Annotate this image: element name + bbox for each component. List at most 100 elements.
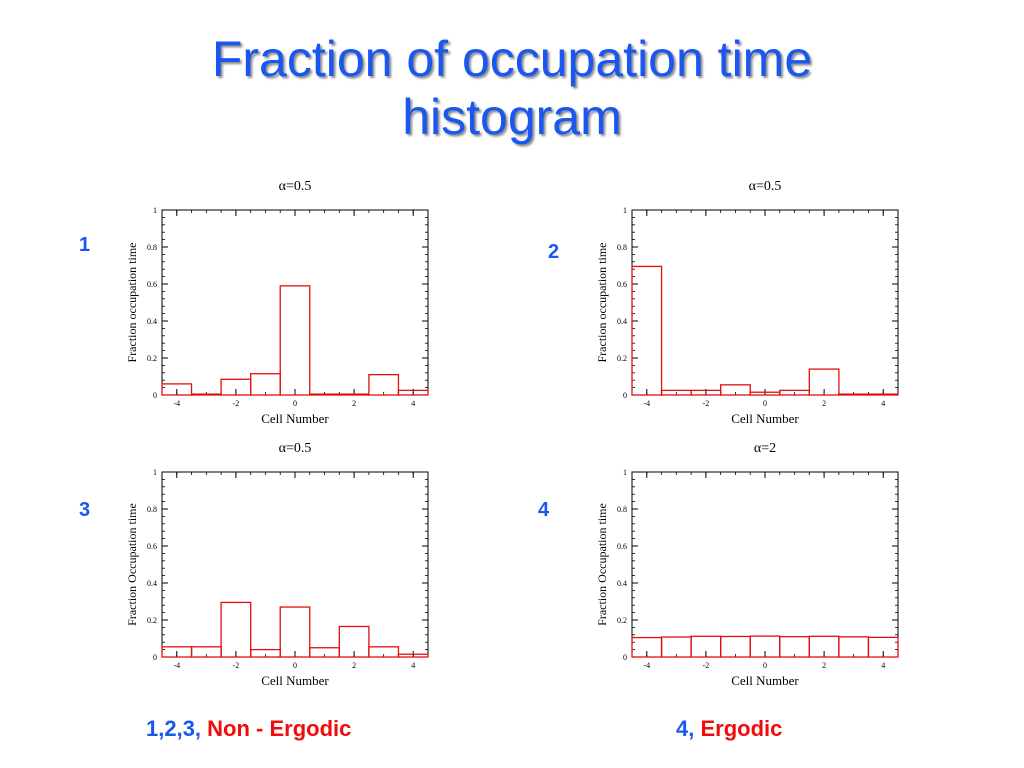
histogram-chart-3: α=0.5 0 0.2 0.4 0.6 0.8 1 -4 -2 0 2 4 Cell Number Fra… bbox=[110, 434, 450, 696]
x-tick-label: 4 bbox=[411, 661, 415, 670]
x-tick-label: 0 bbox=[763, 661, 767, 670]
x-tick-label: -2 bbox=[233, 399, 240, 408]
slide-title: Fraction of occupation time histogram bbox=[0, 30, 1024, 146]
y-tick-label: 0.6 bbox=[617, 542, 627, 551]
histogram-chart-2: α=0.5 0 0.2 0.4 0.6 0.8 1 -4 -2 0 2 4 Cell Number Fra… bbox=[580, 172, 920, 434]
histogram-bar bbox=[161, 383, 193, 396]
histogram-bar bbox=[838, 636, 870, 658]
plot-frame bbox=[161, 209, 429, 396]
y-tick-label: 0.8 bbox=[147, 505, 157, 514]
y-tick-label: 0 bbox=[623, 653, 627, 662]
x-tick-label: -4 bbox=[173, 399, 180, 408]
x-axis-label: Cell Number bbox=[731, 411, 799, 426]
x-tick-label: 2 bbox=[822, 661, 826, 670]
chart-svg: α=0.5 0 0.2 0.4 0.6 0.8 1 -4 -2 0 2 4 Cell Number Fra… bbox=[595, 179, 899, 426]
histogram-bar bbox=[190, 393, 222, 396]
y-tick-label: 1 bbox=[623, 206, 627, 215]
y-tick-label: 0.2 bbox=[617, 354, 627, 363]
x-axis-label: Cell Number bbox=[261, 411, 329, 426]
x-tick-label: 0 bbox=[293, 399, 297, 408]
caption-ergodic: 4, Ergodic bbox=[676, 716, 782, 742]
histogram-bar bbox=[250, 373, 281, 396]
y-tick-label: 0 bbox=[153, 653, 157, 662]
caption-left-label: Non - Ergodic bbox=[207, 716, 352, 741]
y-tick-label: 1 bbox=[623, 468, 627, 477]
chart-title: α=2 bbox=[754, 441, 776, 456]
y-axis-label: Fraction occupation time bbox=[125, 243, 139, 363]
x-tick-label: -4 bbox=[643, 661, 650, 670]
histogram-bar bbox=[631, 265, 663, 396]
histogram-bar bbox=[309, 393, 340, 396]
histogram-bar bbox=[808, 368, 840, 396]
plot-frame bbox=[631, 209, 899, 396]
histogram-bar bbox=[368, 373, 400, 396]
x-axis-label: Cell Number bbox=[261, 673, 329, 688]
x-tick-label: 0 bbox=[763, 399, 767, 408]
y-tick-label: 0.6 bbox=[617, 280, 627, 289]
y-axis-label: Fraction occupation time bbox=[595, 243, 609, 363]
chart-svg: α=2 0 0.2 0.4 0.6 0.8 1 -4 -2 0 2 4 Cell Number Fract… bbox=[595, 441, 899, 688]
y-tick-label: 0.4 bbox=[147, 579, 157, 588]
x-axis-label: Cell Number bbox=[731, 673, 799, 688]
y-tick-label: 0.6 bbox=[147, 542, 157, 551]
y-tick-label: 0 bbox=[153, 391, 157, 400]
x-tick-label: -2 bbox=[703, 399, 710, 408]
y-tick-label: 1 bbox=[153, 206, 157, 215]
plot-frame bbox=[631, 471, 899, 658]
y-tick-label: 0.2 bbox=[617, 616, 627, 625]
histogram-bar bbox=[867, 393, 899, 396]
x-tick-label: 2 bbox=[352, 661, 356, 670]
panel-number-2: 2 bbox=[548, 241, 560, 263]
histogram-bar bbox=[838, 393, 870, 396]
y-tick-label: 0.4 bbox=[617, 579, 627, 588]
x-tick-label: -2 bbox=[703, 661, 710, 670]
x-tick-label: 4 bbox=[881, 661, 885, 670]
x-tick-label: 4 bbox=[881, 399, 885, 408]
chart-title: α=0.5 bbox=[749, 179, 782, 194]
panel-number-3: 3 bbox=[79, 499, 91, 521]
histogram-bar bbox=[368, 646, 400, 658]
y-tick-label: 0.4 bbox=[617, 317, 627, 326]
y-tick-label: 1 bbox=[153, 468, 157, 477]
panel-number-4: 4 bbox=[538, 499, 550, 521]
chart-title: α=0.5 bbox=[279, 179, 312, 194]
chart-svg: α=0.5 0 0.2 0.4 0.6 0.8 1 -4 -2 0 2 4 Cell Number Fra… bbox=[125, 179, 429, 426]
y-tick-label: 0.6 bbox=[147, 280, 157, 289]
histogram-bar bbox=[720, 384, 751, 396]
histogram-bar bbox=[220, 601, 252, 658]
x-tick-label: -2 bbox=[233, 661, 240, 670]
caption-right-label: Ergodic bbox=[700, 716, 783, 741]
y-tick-label: 0.8 bbox=[617, 243, 627, 252]
x-tick-label: 2 bbox=[352, 399, 356, 408]
histogram-bar bbox=[338, 625, 370, 658]
histogram-bar bbox=[397, 653, 429, 658]
y-tick-label: 0.4 bbox=[147, 317, 157, 326]
chart-svg: α=0.5 0 0.2 0.4 0.6 0.8 1 -4 -2 0 2 4 Cell Number Fra… bbox=[125, 441, 429, 688]
y-tick-label: 0.2 bbox=[147, 354, 157, 363]
y-tick-label: 0.8 bbox=[617, 505, 627, 514]
y-axis-label: Fraction Occupation time bbox=[595, 503, 609, 626]
histogram-chart-1: α=0.5 0 0.2 0.4 0.6 0.8 1 -4 -2 0 2 4 Cell Number Fra… bbox=[110, 172, 450, 434]
histogram-chart-4: α=2 0 0.2 0.4 0.6 0.8 1 -4 -2 0 2 4 Cell Number Fract… bbox=[580, 434, 920, 696]
x-tick-label: -4 bbox=[173, 661, 180, 670]
y-tick-label: 0.2 bbox=[147, 616, 157, 625]
y-axis-label: Fraction Occupation time bbox=[125, 503, 139, 626]
x-tick-label: 2 bbox=[822, 399, 826, 408]
histogram-bar bbox=[867, 636, 899, 658]
slide-title-line-2: histogram bbox=[402, 89, 622, 145]
caption-left-prefix: 1,2,3, bbox=[146, 716, 202, 741]
plot-frame bbox=[161, 471, 429, 658]
histogram-bar bbox=[338, 393, 370, 396]
histogram-bar bbox=[279, 606, 311, 658]
y-tick-label: 0.8 bbox=[147, 243, 157, 252]
slide-title-line-1: Fraction of occupation time bbox=[211, 31, 813, 87]
caption-non-ergodic: 1,2,3, Non - Ergodic bbox=[146, 716, 351, 742]
x-tick-label: 4 bbox=[411, 399, 415, 408]
chart-title: α=0.5 bbox=[279, 441, 312, 456]
histogram-bar bbox=[397, 389, 429, 396]
x-tick-label: -4 bbox=[643, 399, 650, 408]
histogram-bar bbox=[779, 635, 810, 658]
y-tick-label: 0 bbox=[623, 391, 627, 400]
caption-right-prefix: 4, bbox=[676, 716, 695, 741]
panel-number-1: 1 bbox=[79, 234, 91, 256]
